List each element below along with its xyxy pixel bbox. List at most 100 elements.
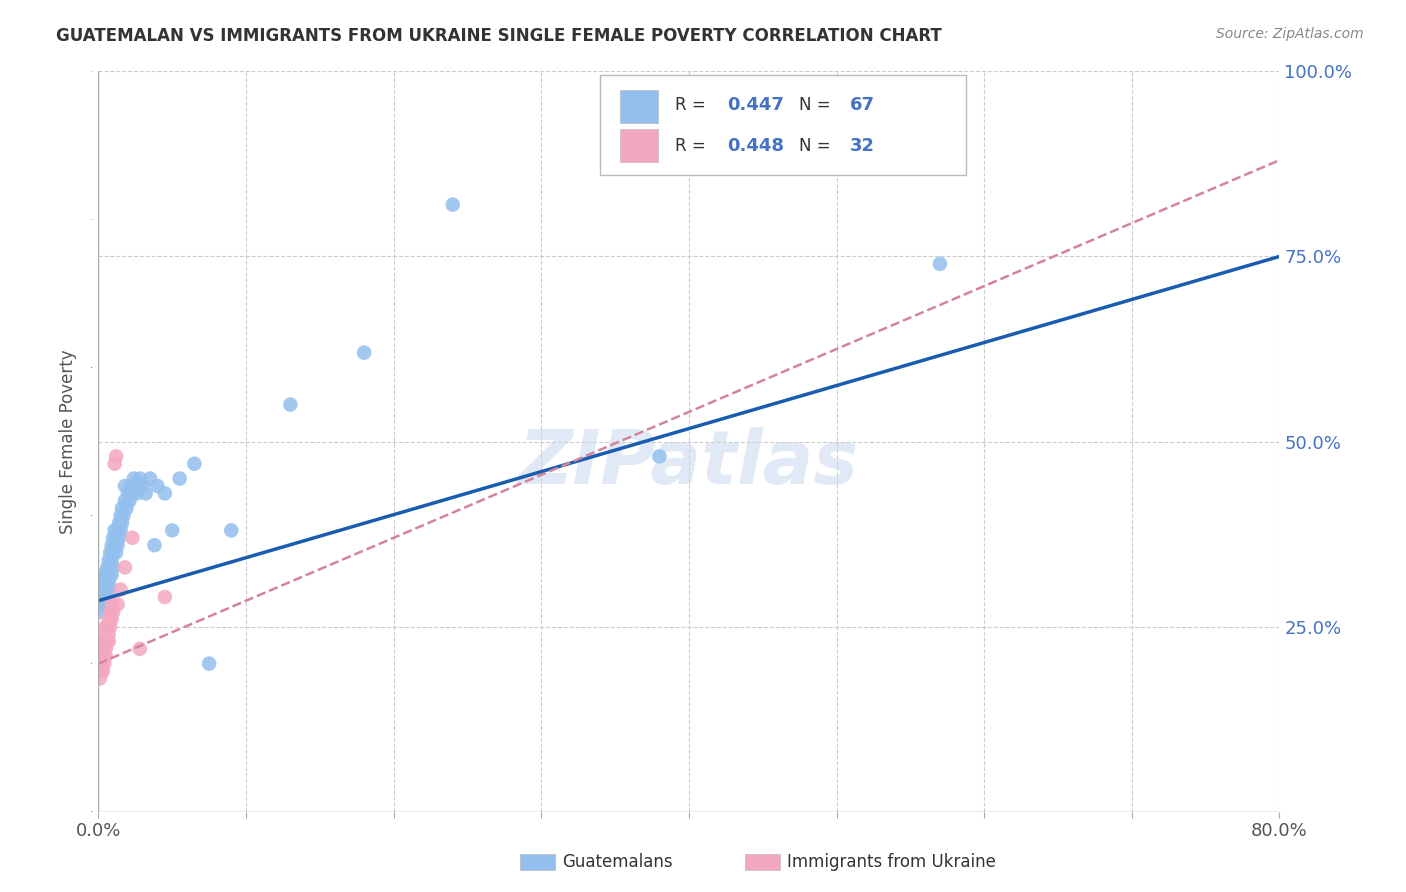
Point (153, 486, 176, 500)
Point (94, 598, 117, 612)
Point (100, 538, 122, 552)
Point (353, 345, 375, 359)
Point (114, 493, 136, 508)
Point (124, 479, 146, 493)
Point (93, 598, 115, 612)
Point (146, 479, 169, 493)
Point (90, 657, 112, 671)
Text: 0.448: 0.448 (727, 137, 783, 155)
Point (104, 524, 127, 538)
Point (90, 575, 112, 590)
Text: R =: R = (675, 137, 711, 155)
FancyBboxPatch shape (600, 75, 966, 175)
Point (96, 619, 118, 633)
Point (121, 486, 143, 500)
Point (169, 471, 191, 485)
Point (648, 450, 671, 464)
Bar (620, 90, 658, 123)
Point (110, 582, 132, 597)
Text: GUATEMALAN VS IMMIGRANTS FROM UKRAINE SINGLE FEMALE POVERTY CORRELATION CHART: GUATEMALAN VS IMMIGRANTS FROM UKRAINE SI… (56, 27, 942, 45)
Point (132, 479, 155, 493)
Point (94, 582, 117, 597)
Text: Source: ZipAtlas.com: Source: ZipAtlas.com (1216, 27, 1364, 41)
Point (90, 634, 112, 648)
Point (97, 553, 120, 567)
Point (100, 567, 122, 582)
Point (441, 197, 464, 211)
Point (100, 598, 122, 612)
Point (153, 590, 176, 604)
Point (89, 672, 111, 686)
Point (89, 605, 111, 619)
Point (280, 398, 302, 412)
Point (143, 538, 166, 552)
Point (94, 567, 117, 582)
Point (121, 531, 143, 545)
Text: 32: 32 (849, 137, 875, 155)
Point (221, 524, 243, 538)
Point (118, 493, 141, 508)
Point (93, 590, 115, 604)
Y-axis label: Single Female Poverty: Single Female Poverty (59, 350, 77, 533)
Point (125, 486, 148, 500)
Point (117, 486, 139, 500)
Point (98, 582, 121, 597)
Point (98, 619, 121, 633)
Point (128, 641, 150, 656)
Text: N =: N = (799, 96, 835, 114)
Point (97, 612, 120, 626)
Point (183, 457, 205, 471)
Point (93, 634, 115, 648)
Point (100, 612, 122, 626)
Point (139, 471, 162, 485)
Point (122, 471, 145, 485)
Point (114, 560, 136, 574)
Point (135, 486, 157, 500)
Point (115, 501, 138, 516)
Point (104, 457, 127, 471)
Point (98, 560, 121, 574)
Point (100, 553, 122, 567)
Point (105, 546, 128, 560)
Point (97, 567, 120, 582)
Point (103, 560, 125, 574)
Point (97, 627, 120, 641)
Point (94, 619, 117, 633)
Point (103, 546, 125, 560)
Point (96, 560, 118, 574)
Text: 0.447: 0.447 (727, 96, 783, 114)
Point (108, 516, 131, 530)
Point (105, 531, 128, 545)
Text: N =: N = (799, 137, 835, 155)
Point (91, 582, 114, 597)
Point (107, 538, 129, 552)
Point (91, 567, 114, 582)
Point (104, 538, 127, 552)
Point (105, 450, 128, 464)
Text: ZIPatlas: ZIPatlas (519, 427, 859, 500)
Point (110, 508, 132, 523)
Text: R =: R = (675, 96, 711, 114)
Point (94, 641, 117, 656)
Point (97, 634, 120, 648)
Bar (620, 129, 658, 162)
Point (91, 641, 114, 656)
Point (929, 257, 952, 271)
Point (103, 531, 125, 545)
Point (91, 627, 114, 641)
Point (128, 471, 150, 485)
Point (198, 657, 221, 671)
Point (96, 582, 118, 597)
Point (107, 524, 129, 538)
Point (89, 649, 111, 664)
Point (94, 649, 117, 664)
Point (111, 516, 134, 530)
Point (103, 605, 125, 619)
Point (98, 546, 121, 560)
Point (91, 664, 114, 678)
Point (93, 649, 115, 664)
Point (114, 479, 136, 493)
Point (91, 598, 114, 612)
Point (162, 524, 183, 538)
Point (98, 605, 121, 619)
